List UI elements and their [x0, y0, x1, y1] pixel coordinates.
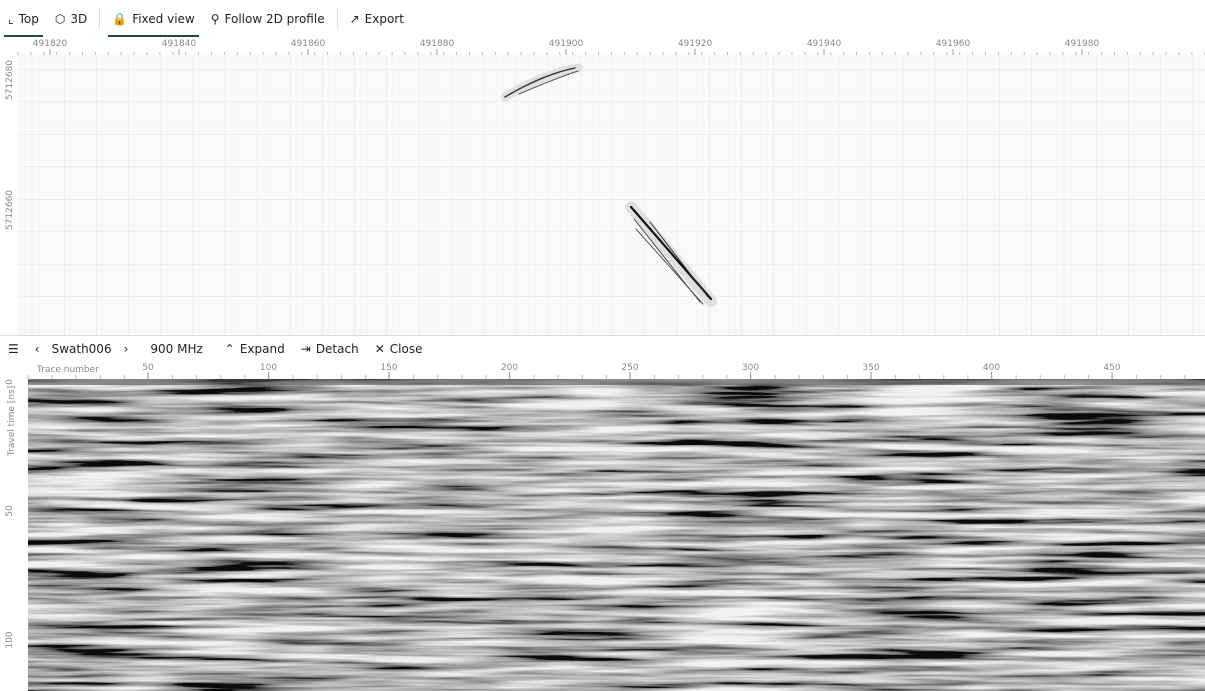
map-grid	[18, 55, 1205, 335]
x-tick-label: 200	[501, 363, 518, 373]
map-view: 491820 491840 491860 491880 491900 491920 4919…	[0, 37, 1205, 335]
icon: ↗	[350, 12, 360, 26]
x-tick-label: 491820	[33, 39, 68, 49]
label: Close	[390, 342, 423, 356]
icon: ›	[124, 342, 129, 356]
label: 900 MHz	[150, 342, 202, 356]
x-tick-label: 491920	[678, 39, 713, 49]
x-tick-label: 491860	[291, 39, 326, 49]
fixed-view-button[interactable]: 🔒 Fixed view	[104, 0, 203, 37]
top-button[interactable]: ⌞ Top	[0, 0, 47, 37]
x-tick-label: 491940	[807, 39, 842, 49]
label: Top	[19, 12, 39, 26]
x-tick-label: 50	[142, 363, 154, 373]
export-button[interactable]: ↗ Export	[342, 0, 412, 37]
label: Expand	[240, 342, 285, 356]
y-tick-label: 100	[5, 631, 15, 648]
prev-button[interactable]: ‹	[27, 336, 48, 361]
label: Detach	[316, 342, 359, 356]
surface-band	[28, 379, 1205, 385]
swath-label: Swath006	[48, 336, 116, 361]
x-tick-label: 300	[742, 363, 759, 373]
y-tick-label: 5712680	[5, 60, 15, 100]
icon: ‹	[35, 342, 40, 356]
next-button[interactable]: ›	[116, 336, 137, 361]
follow-profile-button[interactable]: ⚲ Follow 2D profile	[203, 0, 333, 37]
label: 3D	[70, 12, 87, 26]
icon: ⬡	[55, 12, 65, 26]
x-tick-label: 491840	[162, 39, 197, 49]
label: Fixed view	[132, 12, 195, 26]
icon: ⌞	[8, 12, 14, 26]
profile-toolbar: ☰ ‹ Swath006 › 900 MHz ⌃ Expand ⇥ Detach ✕…	[0, 335, 1205, 362]
x-axis-label: Trace number	[36, 365, 99, 375]
label: Follow 2D profile	[225, 12, 325, 26]
menu-button[interactable]: ☰	[0, 336, 27, 361]
y-axis-label: Travel time [ns]	[7, 386, 17, 457]
label: Swath006	[52, 342, 112, 356]
expand-button[interactable]: ⌃ Expand	[217, 336, 293, 361]
x-tick-label: 491900	[549, 39, 584, 49]
label: Export	[365, 12, 404, 26]
icon: ⚲	[211, 12, 220, 26]
separator	[337, 9, 338, 29]
x-tick-label: 491880	[420, 39, 455, 49]
radargram-view: Trace number Travel time [ns] 50 100 150 20…	[0, 361, 1205, 691]
x-tick-label: 450	[1103, 363, 1120, 373]
close-button[interactable]: ✕ Close	[367, 336, 431, 361]
radargram-image	[28, 379, 1205, 691]
y-tick-label: 50	[5, 505, 15, 517]
x-tick-label: 350	[862, 363, 879, 373]
icon: ☰	[8, 342, 19, 356]
x-tick-label: 250	[621, 363, 638, 373]
icon: 🔒	[112, 12, 127, 26]
3d-button[interactable]: ⬡ 3D	[47, 0, 95, 37]
x-tick-label: 150	[380, 363, 397, 373]
x-tick-label: 491980	[1065, 39, 1100, 49]
separator	[99, 9, 100, 29]
icon: ⇥	[301, 342, 311, 356]
x-tick-label: 491960	[936, 39, 971, 49]
x-tick-label: 400	[983, 363, 1000, 373]
frequency-button[interactable]: 900 MHz	[136, 336, 216, 361]
app: ⌞Top ⬡3D 🔒Fixed view ⚲Follow 2D profile …	[0, 0, 1205, 691]
x-ruler	[0, 361, 1205, 379]
y-tick-label: 5712660	[5, 190, 15, 230]
y-tick-label: 0	[5, 379, 15, 385]
detach-button[interactable]: ⇥ Detach	[293, 336, 367, 361]
top-toolbar: ⌞Top ⬡3D 🔒Fixed view ⚲Follow 2D profile …	[0, 0, 1205, 38]
x-tick-label: 100	[260, 363, 277, 373]
icon: ✕	[375, 342, 385, 356]
icon: ⌃	[225, 342, 235, 356]
